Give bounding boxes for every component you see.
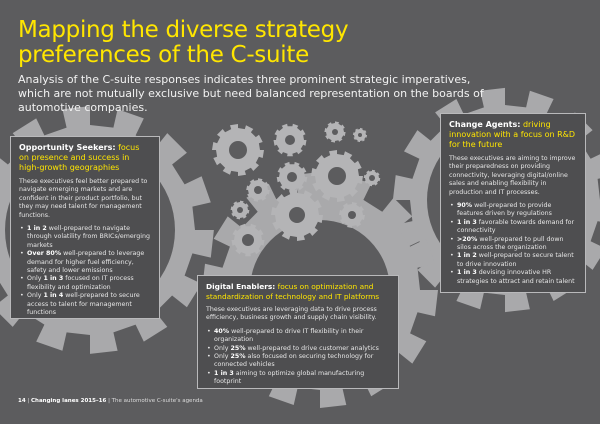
- list-item: 90% well-prepared to provide features dr…: [449, 202, 577, 219]
- list-item: Only 25% also focused on securing techno…: [206, 353, 390, 370]
- gear-hole: [242, 234, 254, 246]
- bullet-list: 40% well-prepared to drive IT flexibilit…: [206, 328, 390, 387]
- list-item: Only 25% well-prepared to drive customer…: [206, 345, 390, 354]
- box-heading: Change Agents: driving innovation with a…: [449, 120, 576, 149]
- change-agents-box: Change Agents: driving innovation with a…: [440, 113, 586, 293]
- list-item: 1 in 3 favorable towards demand for conn…: [449, 219, 577, 236]
- bullet-list: 1 in 2 well-prepared to navigate through…: [19, 225, 151, 317]
- gear-hole: [229, 141, 247, 159]
- list-item: 1 in 3 devising innovative HR strategies…: [449, 269, 577, 286]
- box-heading: Digital Enablers: focus on optimization …: [206, 282, 380, 301]
- digital-enablers-box: Digital Enablers: focus on optimization …: [197, 275, 399, 389]
- list-item: >20% well-prepared to pull down silos ac…: [449, 236, 577, 253]
- box-body: These executives feel better prepared to…: [19, 178, 148, 219]
- gear-hole: [358, 133, 362, 137]
- gear-hole: [328, 167, 346, 185]
- gear-hole: [254, 186, 262, 194]
- gear-hole: [332, 129, 338, 135]
- page-subtitle: Analysis of the C-suite responses indica…: [18, 73, 484, 114]
- list-item: 1 in 2 well-prepared to secure talent to…: [449, 252, 577, 269]
- bullet-list: 90% well-prepared to provide features dr…: [449, 202, 577, 286]
- list-item: 1 in 3 aiming to optimize global manufac…: [206, 370, 390, 387]
- opportunity-seekers-box: Opportunity Seekers: focus on presence a…: [10, 136, 160, 319]
- gear-hole: [348, 211, 356, 219]
- box-body: These executives are leveraging data to …: [206, 306, 377, 322]
- gear-hole: [237, 207, 243, 213]
- footer: 14 | Changing lanes 2015–16 | The automo…: [18, 398, 203, 404]
- gear-hole: [285, 135, 295, 145]
- list-item: Only 1 in 3 focused on IT process flexib…: [19, 275, 151, 292]
- box-body: These executives are aiming to improve t…: [449, 155, 576, 196]
- page-title: Mapping the diverse strategy preferences …: [18, 17, 349, 68]
- gear-hole: [287, 172, 297, 182]
- gear-hole: [369, 175, 375, 181]
- list-item: Only 1 in 4 well-prepared to secure acce…: [19, 292, 151, 317]
- box-heading: Opportunity Seekers: focus on presence a…: [19, 143, 140, 172]
- list-item: 1 in 2 well-prepared to navigate through…: [19, 225, 151, 250]
- gear-hole: [289, 207, 305, 223]
- list-item: Over 80% well-prepared to leverage deman…: [19, 250, 151, 275]
- list-item: 40% well-prepared to drive IT flexibilit…: [206, 328, 390, 345]
